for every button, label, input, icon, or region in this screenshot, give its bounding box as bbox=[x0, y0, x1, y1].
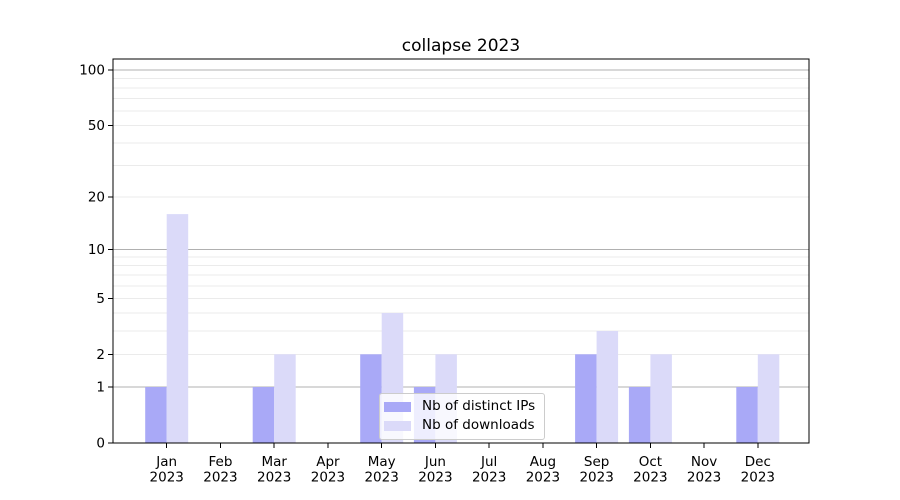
x-tick-year-label: 2023 bbox=[472, 470, 506, 486]
x-tick-year-label: 2023 bbox=[203, 470, 237, 486]
bar-distinct-ips bbox=[628, 387, 651, 443]
bar-distinct-ips bbox=[360, 354, 382, 443]
legend-label-downloads: Nb of downloads bbox=[422, 416, 535, 433]
x-tick-year-label: 2023 bbox=[257, 470, 291, 486]
x-tick-year-label: 2023 bbox=[526, 470, 560, 486]
x-tick-year-label: 2023 bbox=[418, 470, 452, 486]
x-tick-month-label: Jun bbox=[424, 454, 446, 470]
y-tick-label: 100 bbox=[79, 63, 105, 79]
x-tick-month-label: Jan bbox=[155, 454, 177, 470]
x-tick-year-label: 2023 bbox=[150, 470, 184, 486]
chart-title: collapse 2023 bbox=[401, 36, 521, 56]
bar-distinct-ips bbox=[252, 387, 275, 443]
x-tick-month-label: Feb bbox=[208, 454, 232, 470]
x-tick-year-label: 2023 bbox=[579, 470, 613, 486]
legend: Nb of distinct IPs Nb of downloads bbox=[379, 393, 546, 440]
x-tick-month-label: Dec bbox=[745, 454, 771, 470]
x-tick-year-label: 2023 bbox=[364, 470, 398, 486]
bar-downloads bbox=[650, 354, 672, 443]
x-tick-year-label: 2023 bbox=[687, 470, 721, 486]
x-tick-month-label: Mar bbox=[261, 454, 287, 470]
bar-downloads bbox=[166, 214, 189, 443]
bar-downloads bbox=[274, 354, 296, 443]
y-tick-label: 10 bbox=[88, 242, 105, 258]
bar-distinct-ips bbox=[736, 387, 758, 443]
legend-entry-distinct-ips: Nb of distinct IPs bbox=[384, 397, 535, 416]
x-tick-month-label: Jul bbox=[480, 454, 497, 470]
x-tick-month-label: Aug bbox=[530, 454, 556, 470]
y-tick-label: 0 bbox=[96, 436, 105, 452]
x-tick-month-label: Sep bbox=[584, 454, 609, 470]
x-tick-year-label: 2023 bbox=[741, 470, 775, 486]
x-tick-month-label: May bbox=[368, 454, 396, 470]
plot-border bbox=[112, 58, 810, 444]
y-tick-label: 1 bbox=[96, 380, 105, 396]
y-tick-label: 20 bbox=[88, 190, 105, 206]
legend-label-distinct-ips: Nb of distinct IPs bbox=[422, 397, 536, 414]
x-tick-year-label: 2023 bbox=[633, 470, 667, 486]
bar-distinct-ips bbox=[575, 354, 597, 443]
legend-entry-downloads: Nb of downloads bbox=[384, 416, 535, 435]
y-tick-label: 2 bbox=[96, 347, 105, 363]
bar-distinct-ips bbox=[145, 387, 167, 443]
legend-swatch-distinct-ips-icon bbox=[384, 401, 411, 412]
bar-downloads bbox=[596, 331, 619, 443]
y-tick-label: 50 bbox=[88, 118, 105, 134]
x-tick-month-label: Oct bbox=[639, 454, 662, 470]
x-tick-year-label: 2023 bbox=[311, 470, 345, 486]
legend-swatch-downloads-icon bbox=[384, 420, 411, 431]
bar-downloads bbox=[757, 354, 780, 443]
x-tick-month-label: Apr bbox=[316, 454, 340, 470]
x-tick-month-label: Nov bbox=[691, 454, 717, 470]
y-tick-label: 5 bbox=[96, 291, 105, 307]
